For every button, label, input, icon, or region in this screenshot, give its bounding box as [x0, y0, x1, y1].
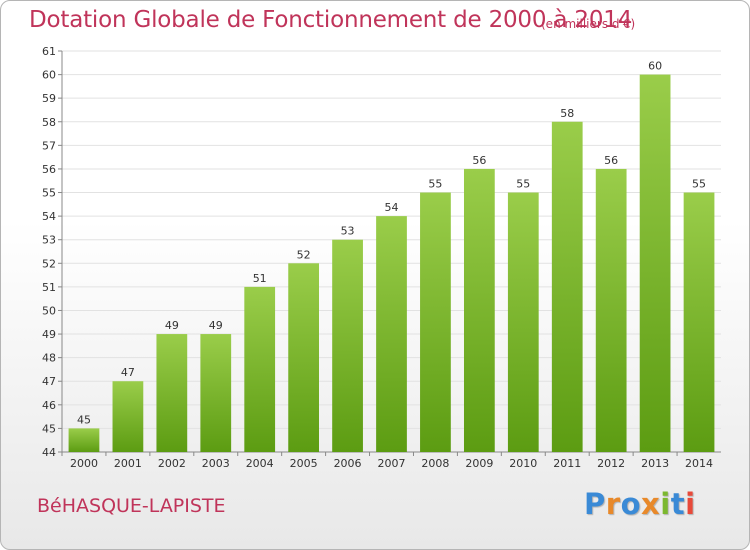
bar-2014	[683, 192, 715, 452]
chart-title: Dotation Globale de Fonctionnement de 20…	[29, 7, 633, 33]
y-tick-label: 53	[42, 234, 56, 247]
bar-2006	[332, 239, 363, 452]
x-tick-label: 2001	[114, 457, 142, 470]
y-tick-label: 54	[42, 210, 56, 223]
logo-letter: t	[670, 487, 686, 521]
bar-2009	[463, 168, 495, 453]
y-tick-label: 44	[42, 446, 56, 459]
bar-value-label: 55	[428, 178, 442, 191]
bar-value-label: 45	[77, 413, 91, 426]
bar-value-label: 49	[209, 319, 223, 332]
logo-letter: i	[685, 487, 696, 521]
x-tick-label: 2012	[597, 457, 625, 470]
logo-letter: P	[584, 487, 606, 521]
y-tick-label: 59	[42, 92, 56, 105]
y-tick-label: 52	[42, 257, 56, 270]
x-tick-label: 2003	[202, 457, 230, 470]
x-tick-label: 2007	[378, 457, 406, 470]
x-tick-label: 2006	[334, 457, 362, 470]
bar-value-label: 49	[165, 319, 179, 332]
bar-value-label: 56	[604, 154, 618, 167]
chart-subtitle: (en milliers d'€)	[541, 17, 636, 31]
logo-letter: r	[605, 487, 621, 521]
bar-value-label: 51	[253, 272, 267, 285]
bar-2007	[376, 216, 407, 452]
y-tick-label: 56	[42, 163, 56, 176]
y-tick-label: 45	[42, 422, 56, 435]
bar-value-label: 54	[385, 201, 399, 214]
bar-value-label: 60	[648, 60, 662, 73]
y-tick-label: 49	[42, 328, 56, 341]
logo-letter: o	[620, 487, 642, 521]
bar-2000	[68, 428, 100, 452]
bar-value-label: 47	[121, 366, 135, 379]
y-tick-label: 46	[42, 399, 56, 412]
bar-2003	[200, 334, 232, 452]
bar-value-label: 55	[692, 178, 706, 191]
bar-2013	[639, 74, 671, 453]
bar-value-label: 56	[472, 154, 486, 167]
y-tick-label: 60	[42, 69, 56, 82]
bar-2008	[420, 192, 451, 452]
y-tick-label: 50	[42, 304, 56, 317]
x-tick-label: 2005	[290, 457, 318, 470]
x-tick-label: 2000	[70, 457, 98, 470]
proxiti-logo: Proxiti	[584, 487, 696, 521]
x-tick-label: 2004	[246, 457, 274, 470]
x-tick-label: 2013	[641, 457, 669, 470]
y-tick-label: 57	[42, 139, 56, 152]
x-tick-label: 2009	[465, 457, 493, 470]
x-tick-label: 2014	[685, 457, 713, 470]
bar-2001	[112, 381, 144, 452]
y-tick-label: 47	[42, 375, 56, 388]
bar-2011	[551, 121, 583, 452]
commune-name: BéHASQUE-LAPISTE	[37, 495, 226, 517]
x-tick-label: 2010	[509, 457, 537, 470]
bar-2010	[507, 192, 539, 452]
x-tick-label: 2008	[421, 457, 449, 470]
x-tick-label: 2011	[553, 457, 581, 470]
y-tick-label: 58	[42, 116, 56, 129]
bar-value-label: 58	[560, 107, 574, 120]
y-tick-label: 51	[42, 281, 56, 294]
bar-value-label: 52	[297, 248, 311, 261]
y-tick-label: 48	[42, 352, 56, 365]
bar-value-label: 55	[516, 178, 530, 191]
bar-2004	[244, 286, 276, 452]
bar-value-label: 53	[341, 225, 355, 238]
bar-2012	[595, 168, 627, 453]
y-tick-label: 55	[42, 187, 56, 200]
bar-2005	[288, 263, 320, 452]
logo-letter: x	[641, 487, 661, 521]
y-tick-label: 61	[42, 45, 56, 58]
bar-2002	[156, 334, 188, 452]
logo-letter: i	[660, 487, 671, 521]
x-tick-label: 2002	[158, 457, 186, 470]
